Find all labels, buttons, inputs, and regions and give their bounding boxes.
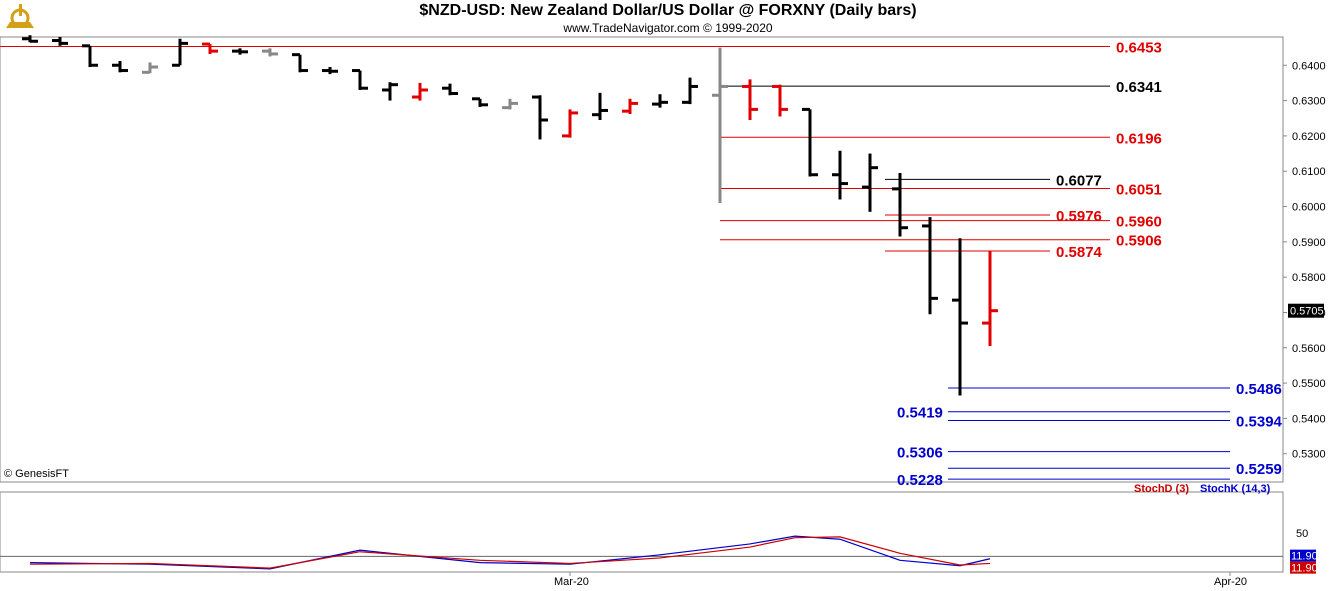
stoch-k-value-label: 11.90 xyxy=(1291,551,1318,563)
level-label: 0.6196 xyxy=(1116,130,1162,147)
level-label: 0.6051 xyxy=(1116,182,1162,199)
ohlc-bar xyxy=(292,53,308,73)
ohlc-bar xyxy=(22,35,38,43)
level-label: 0.5960 xyxy=(1116,214,1162,231)
last-price-label: 0.5705 xyxy=(1290,306,1324,318)
ohlc-bar xyxy=(472,97,488,107)
stoch-d-value-label: 11.90 xyxy=(1291,563,1318,575)
ohlc-bar xyxy=(562,109,578,138)
level-label: 0.6453 xyxy=(1116,40,1162,57)
level-label: 0.6341 xyxy=(1116,79,1162,96)
ohlc-bar xyxy=(832,150,848,200)
last-price-marker xyxy=(1288,303,1324,318)
y-tick-label: 0.6100 xyxy=(1292,166,1326,178)
ohlc-bar xyxy=(772,84,788,117)
ohlc-bar xyxy=(982,250,998,347)
level-label: 0.5259 xyxy=(1236,461,1282,478)
stoch-k-value-marker xyxy=(1290,549,1316,562)
stoch-d-line xyxy=(29,536,991,569)
ohlc-bar xyxy=(52,37,68,46)
ohlc-bar xyxy=(82,44,98,68)
stoch-d-legend: StochD (3) xyxy=(1134,483,1189,495)
ohlc-bar xyxy=(622,98,638,114)
indicator-panel-frame xyxy=(0,491,1284,573)
ohlc-bar xyxy=(652,94,668,108)
stoch-k-line xyxy=(29,535,991,570)
ohlc-bar xyxy=(202,42,218,54)
y-tick-label: 0.5500 xyxy=(1292,378,1326,390)
ohlc-bar xyxy=(262,48,278,57)
y-tick-label: 0.6400 xyxy=(1292,60,1326,72)
chart-subtitle: www.TradeNavigator.com © 1999-2020 xyxy=(563,21,773,35)
ohlc-bar xyxy=(742,79,758,120)
ohlc-bar xyxy=(712,47,728,203)
ohlc-bar xyxy=(502,98,518,110)
ohlc-bar xyxy=(352,69,368,90)
ohlc-bar xyxy=(412,82,428,101)
ohlc-bar xyxy=(922,217,938,315)
ohlc-bar xyxy=(382,82,398,101)
level-label: 0.6077 xyxy=(1056,172,1102,189)
genesis-logo xyxy=(4,2,36,32)
level-label: 0.5306 xyxy=(897,445,943,462)
level-label: 0.5874 xyxy=(1056,244,1103,261)
ohlc-bar xyxy=(112,61,128,73)
stoch-tick-label: 50 xyxy=(1296,528,1308,540)
y-tick-label: 0.6000 xyxy=(1292,202,1326,214)
level-label: 0.5906 xyxy=(1116,233,1162,250)
copyright-text: © GenesisFT xyxy=(4,468,69,480)
level-label: 0.5486 xyxy=(1236,381,1282,398)
ohlc-bar xyxy=(232,48,248,55)
stoch-d-value-marker xyxy=(1290,561,1316,574)
x-tick-label: Mar-20 xyxy=(554,576,589,588)
y-tick-label: 0.6200 xyxy=(1292,131,1326,143)
x-tick-label: Apr-20 xyxy=(1214,576,1247,588)
level-label: 0.5228 xyxy=(897,472,943,489)
ohlc-bar xyxy=(322,67,338,75)
ohlc-bar xyxy=(952,238,968,396)
y-tick-label: 0.5600 xyxy=(1292,343,1326,355)
level-label: 0.5394 xyxy=(1236,414,1283,431)
chart-title: $NZD-USD: New Zealand Dollar/US Dollar @… xyxy=(419,2,917,19)
ohlc-bar xyxy=(802,107,818,177)
ohlc-bar xyxy=(682,77,698,105)
ohlc-bar xyxy=(862,153,878,212)
level-label: 0.5419 xyxy=(897,405,943,422)
ohlc-bar xyxy=(532,95,548,140)
ohlc-bar xyxy=(142,62,158,74)
ohlc-bar xyxy=(592,92,608,120)
y-tick-label: 0.6300 xyxy=(1292,96,1326,108)
ohlc-bar xyxy=(172,38,188,67)
level-label: 0.5976 xyxy=(1056,208,1102,225)
ohlc-bar xyxy=(892,172,908,237)
y-tick-label: 0.5400 xyxy=(1292,413,1326,425)
price-panel-frame xyxy=(0,36,1284,483)
y-tick-label: 0.5900 xyxy=(1292,237,1326,249)
y-tick-label: 0.5800 xyxy=(1292,272,1326,284)
stoch-k-legend: StochK (14,3) xyxy=(1200,483,1271,495)
y-tick-label: 0.5300 xyxy=(1292,449,1326,461)
ohlc-bar xyxy=(442,83,458,96)
